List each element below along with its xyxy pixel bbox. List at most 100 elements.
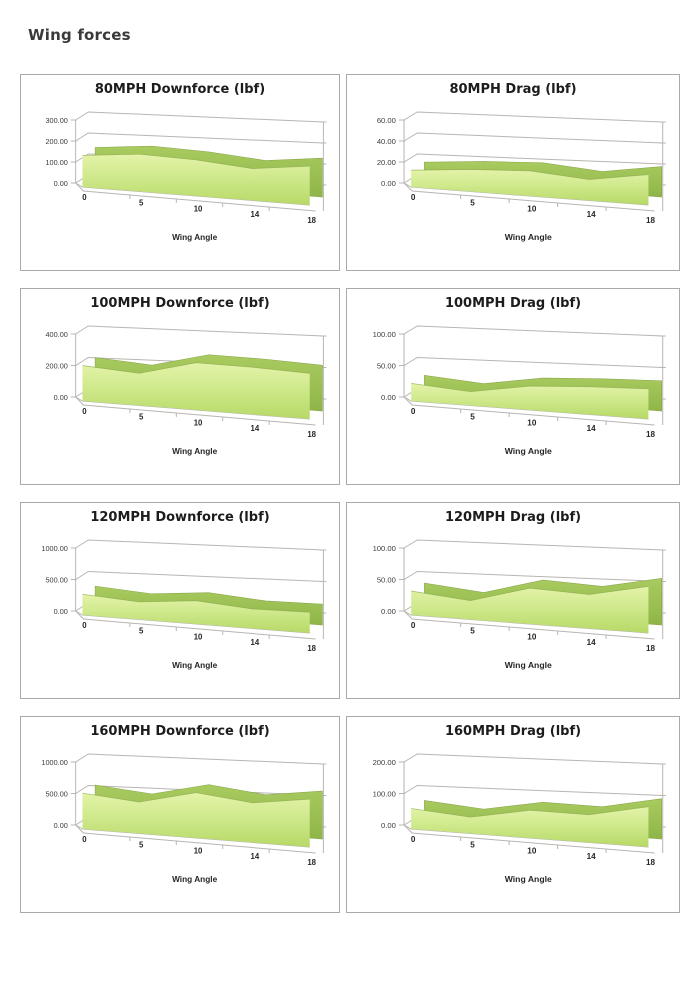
y-tick-label: 100.00 bbox=[373, 790, 396, 799]
x-axis-title: Wing Angle bbox=[505, 660, 552, 670]
x-tick-label: 0 bbox=[411, 621, 416, 630]
area-top-edge bbox=[82, 362, 310, 374]
area-top-edge bbox=[411, 382, 649, 393]
chart-panel-2[interactable]: 80MPH Drag (lbf) 0.00 20.00 40.00 60.00 0 5 10… bbox=[346, 74, 680, 271]
charts-grid: 80MPH Downforce (lbf) 0.00 100.00 200.00 30… bbox=[20, 74, 698, 913]
gridline bbox=[403, 153, 663, 165]
y-tick-label: 0.00 bbox=[381, 821, 396, 830]
chart-panel-4[interactable]: 100MPH Drag (lbf) 0.00 50.00 100.00 0 5 10 14 1… bbox=[346, 288, 680, 485]
page-title: Wing forces bbox=[28, 26, 131, 44]
gridline bbox=[403, 356, 663, 368]
x-tick-label: 18 bbox=[646, 858, 656, 867]
gridline bbox=[75, 111, 324, 123]
x-tick-label: 10 bbox=[194, 204, 203, 213]
area-front-face bbox=[82, 154, 310, 205]
x-tick-label: 14 bbox=[251, 210, 260, 219]
y-tick-label: 1000.00 bbox=[41, 544, 67, 553]
area-front-face bbox=[82, 594, 310, 633]
gridline bbox=[403, 325, 663, 337]
x-tick-label: 10 bbox=[194, 632, 203, 641]
chart-panel-7[interactable]: 160MPH Downforce (lbf) 0.00 500.00 1000.00… bbox=[20, 716, 340, 913]
area-top-edge bbox=[82, 593, 310, 613]
x-tick-label: 5 bbox=[470, 841, 475, 850]
x-tick-label: 0 bbox=[82, 621, 87, 630]
y-tick-label: 300.00 bbox=[45, 116, 67, 125]
chart-title: 80MPH Drag (lbf) bbox=[449, 82, 577, 97]
x-axis-title: Wing Angle bbox=[172, 874, 217, 884]
x-tick-label: 18 bbox=[307, 644, 316, 653]
chart-panel-6[interactable]: 120MPH Drag (lbf) 0.00 50.00 100.00 0 5 10 14 1… bbox=[346, 502, 680, 699]
chart-plot: 0.00 50.00 100.00 0 5 10 14 18 Wing Angle bbox=[373, 325, 666, 456]
x-tick-label: 10 bbox=[194, 418, 203, 427]
category-axis bbox=[75, 182, 316, 212]
x-tick-label: 5 bbox=[139, 841, 144, 850]
x-tick-label: 5 bbox=[470, 413, 475, 422]
x-tick-label: 14 bbox=[587, 638, 597, 647]
y-tick-label: 40.00 bbox=[377, 137, 396, 146]
x-axis-title: Wing Angle bbox=[172, 232, 217, 242]
gridline bbox=[75, 325, 324, 337]
y-tick-label: 20.00 bbox=[377, 158, 396, 167]
chart-plot: 0.00 50.00 100.00 0 5 10 14 18 Wing Angle bbox=[373, 539, 666, 670]
y-tick-label: 60.00 bbox=[377, 116, 396, 125]
area-front-face bbox=[82, 792, 310, 847]
chart-title: 100MPH Drag (lbf) bbox=[444, 296, 582, 311]
x-tick-label: 10 bbox=[527, 205, 537, 214]
chart-plot: 0.00 100.00 200.00 0 5 10 14 18 Wing Angle bbox=[373, 753, 666, 884]
y-tick-label: 100.00 bbox=[373, 330, 396, 339]
x-tick-label: 18 bbox=[646, 216, 656, 225]
chart-plot: 0.00 20.00 40.00 60.00 0 5 10 14 18 Wing Angle bbox=[377, 111, 666, 242]
gridline bbox=[75, 539, 324, 551]
chart-panel-1[interactable]: 80MPH Downforce (lbf) 0.00 100.00 200.00 30… bbox=[20, 74, 340, 271]
area-top-edge bbox=[411, 806, 649, 818]
area-top-edge bbox=[411, 585, 649, 602]
chart-panel-8[interactable]: 160MPH Drag (lbf) 0.00 100.00 200.00 0 5 10 14… bbox=[346, 716, 680, 913]
x-tick-label: 18 bbox=[646, 430, 656, 439]
chart-panel-3[interactable]: 100MPH Downforce (lbf) 0.00 200.00 400.00 0… bbox=[20, 288, 340, 485]
x-tick-label: 0 bbox=[82, 835, 87, 844]
chart-title: 120MPH Drag (lbf) bbox=[444, 510, 582, 525]
x-tick-label: 0 bbox=[411, 193, 416, 202]
x-tick-label: 10 bbox=[527, 419, 537, 428]
y-tick-label: 500.00 bbox=[45, 575, 67, 584]
y-tick-label: 0.00 bbox=[54, 393, 68, 402]
category-axis bbox=[403, 824, 655, 854]
x-tick-label: 5 bbox=[139, 627, 144, 636]
y-tick-label: 50.00 bbox=[377, 576, 396, 585]
y-tick-label: 400.00 bbox=[45, 330, 67, 339]
y-tick-label: 0.00 bbox=[54, 179, 68, 188]
x-tick-label: 18 bbox=[307, 216, 316, 225]
x-tick-label: 5 bbox=[470, 199, 475, 208]
area-top-edge bbox=[411, 169, 649, 180]
y-tick-label: 200.00 bbox=[45, 137, 67, 146]
x-tick-label: 10 bbox=[527, 633, 537, 642]
x-tick-label: 14 bbox=[251, 424, 260, 433]
chart-plot: 0.00 200.00 400.00 0 5 10 14 18 Wing Angle bbox=[45, 325, 327, 456]
x-tick-label: 0 bbox=[411, 407, 416, 416]
gridline bbox=[75, 132, 324, 144]
gridline bbox=[75, 753, 324, 765]
chart-plot: 0.00 100.00 200.00 300.00 0 5 10 14 18 Wing Angle bbox=[45, 111, 327, 242]
x-axis-title: Wing Angle bbox=[172, 660, 217, 670]
y-tick-label: 200.00 bbox=[373, 758, 396, 767]
gridline bbox=[403, 570, 663, 582]
x-axis-title: Wing Angle bbox=[505, 446, 552, 456]
area-top-edge bbox=[82, 153, 310, 169]
gridline bbox=[75, 570, 324, 582]
chart-panel-5[interactable]: 120MPH Downforce (lbf) 0.00 500.00 1000.00… bbox=[20, 502, 340, 699]
chart-plot: 0.00 500.00 1000.00 0 5 10 14 18 Wing Angle bbox=[41, 753, 327, 884]
category-axis bbox=[75, 610, 316, 640]
x-tick-label: 5 bbox=[139, 199, 144, 208]
y-tick-label: 100.00 bbox=[45, 158, 67, 167]
y-tick-label: 0.00 bbox=[381, 607, 396, 616]
category-axis bbox=[403, 610, 655, 640]
y-tick-label: 0.00 bbox=[54, 821, 68, 830]
y-tick-label: 100.00 bbox=[373, 544, 396, 553]
y-tick-label: 500.00 bbox=[45, 789, 67, 798]
x-tick-label: 18 bbox=[307, 858, 316, 867]
area-front-face bbox=[82, 362, 310, 419]
y-tick-label: 200.00 bbox=[45, 361, 67, 370]
x-axis-title: Wing Angle bbox=[505, 232, 552, 242]
x-axis-title: Wing Angle bbox=[172, 446, 217, 456]
x-tick-label: 0 bbox=[82, 407, 87, 416]
